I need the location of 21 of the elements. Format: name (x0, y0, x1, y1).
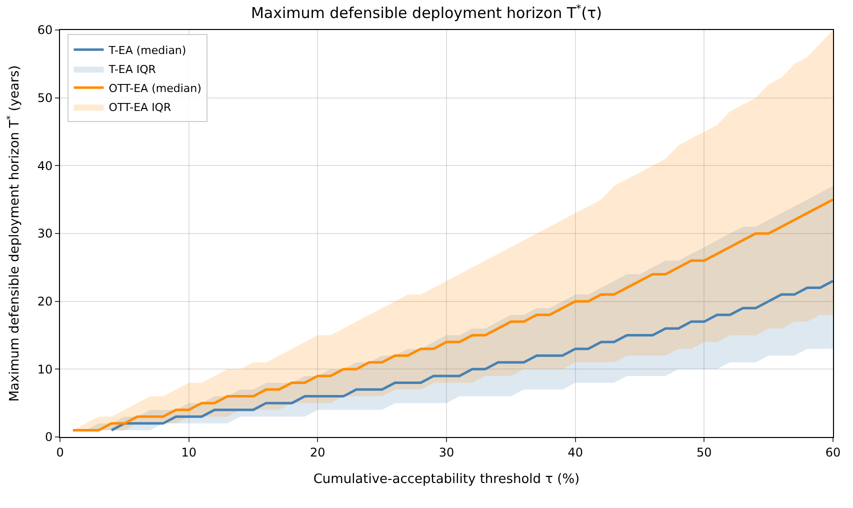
y-tick-label: 40 (37, 158, 53, 173)
y-tick-label: 50 (37, 91, 53, 106)
x-tick-label: 0 (56, 445, 64, 460)
legend-label: T-EA IQR (108, 62, 156, 76)
chart-title: Maximum defensible deployment horizon T$^{*}$(τ) (250, 2, 602, 22)
legend-label: OTT-EA (median) (108, 82, 202, 95)
y-tick-label: 20 (37, 294, 53, 309)
x-axis-title: Cumulative-acceptability threshold τ (%) (313, 472, 580, 487)
y-tick-label: 10 (37, 362, 53, 376)
x-tick-label: 40 (568, 445, 583, 460)
legend-label: T-EA (median) (108, 44, 186, 57)
x-tick-label: 30 (438, 445, 454, 460)
y-tick-label: 0 (44, 430, 53, 444)
y-tick-label: 30 (37, 226, 53, 241)
x-tick-label: 20 (310, 445, 326, 460)
legend-label: OTT-EA IQR (108, 100, 172, 114)
y-tick-label: 60 (37, 23, 53, 38)
x-tick-label: 10 (181, 445, 196, 460)
x-tick-label: 60 (825, 445, 841, 460)
x-tick-label: 50 (696, 445, 712, 460)
line-series (110, 280, 833, 432)
